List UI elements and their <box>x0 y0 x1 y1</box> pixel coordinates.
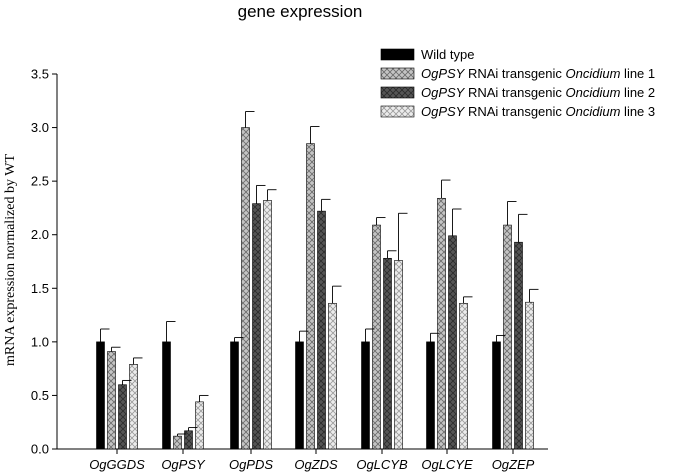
bar <box>241 127 250 450</box>
bars-group <box>96 127 534 450</box>
legend-swatch <box>380 48 415 61</box>
y-tick-label: 1.0 <box>31 334 49 349</box>
y-tick-label: 0.5 <box>31 388 49 403</box>
legend-entry: OgPSY RNAi transgenic Oncidium line 3 <box>421 104 655 119</box>
category-label: OgZDS <box>294 457 338 472</box>
bar <box>107 351 116 450</box>
bar <box>306 143 315 450</box>
y-tick-label: 1.5 <box>31 281 49 296</box>
chart-title: gene expression <box>238 2 363 21</box>
category-label: OgPSY <box>161 457 206 472</box>
legend-entry: OgPSY RNAi transgenic Oncidium line 1 <box>421 66 655 81</box>
bar <box>263 200 272 450</box>
bar <box>317 210 326 450</box>
y-tick-label: 0.0 <box>31 442 49 457</box>
bar <box>184 430 193 450</box>
y-tick-label: 3.5 <box>31 67 49 82</box>
bar <box>383 257 392 450</box>
y-tick-label: 2.0 <box>31 227 49 242</box>
y-tick-label: 3.0 <box>31 120 49 135</box>
legend-entry: Wild type <box>421 47 474 62</box>
category-label: OgLCYB <box>356 457 408 472</box>
y-axis-label: mRNA expression normalized by WT <box>3 154 18 366</box>
category-labels: OgGGDS OgPSY OgPDS OgZDS OgLCYB OgLCYE OgZEP <box>89 457 534 472</box>
category-label: OgZEP <box>492 457 535 472</box>
category-label: OgGGDS <box>89 457 145 472</box>
bar <box>448 235 457 450</box>
legend-entry: OgPSY RNAi transgenic Oncidium line 2 <box>421 85 655 100</box>
bar <box>361 341 370 450</box>
bar <box>437 197 446 450</box>
bar <box>252 203 261 450</box>
bar <box>372 224 381 450</box>
bar <box>328 302 337 450</box>
y-axis: 0.0 0.5 1.0 1.5 2.0 2.5 3.0 3.5 <box>31 67 58 457</box>
legend-swatch <box>380 86 415 99</box>
bar <box>295 341 304 450</box>
bar <box>118 384 127 450</box>
bar <box>459 302 468 450</box>
error-bars-group <box>100 111 539 437</box>
bar <box>503 224 512 450</box>
bar <box>129 364 138 450</box>
y-tick-label: 2.5 <box>31 174 49 189</box>
bar <box>173 435 182 450</box>
legend-swatch <box>380 67 415 80</box>
legend: Wild type OgPSY RNAi transgenic Oncidium … <box>380 47 655 119</box>
x-axis <box>57 448 548 454</box>
bar <box>525 301 534 450</box>
bar <box>162 341 171 450</box>
legend-swatch <box>380 105 415 118</box>
bar <box>230 341 239 450</box>
category-label: OgPDS <box>229 457 273 472</box>
bar <box>195 401 204 450</box>
bar <box>492 341 501 450</box>
bar <box>426 341 435 450</box>
bar <box>394 260 403 450</box>
bar <box>514 241 523 450</box>
bar <box>96 341 105 450</box>
category-label: OgLCYE <box>421 457 473 472</box>
